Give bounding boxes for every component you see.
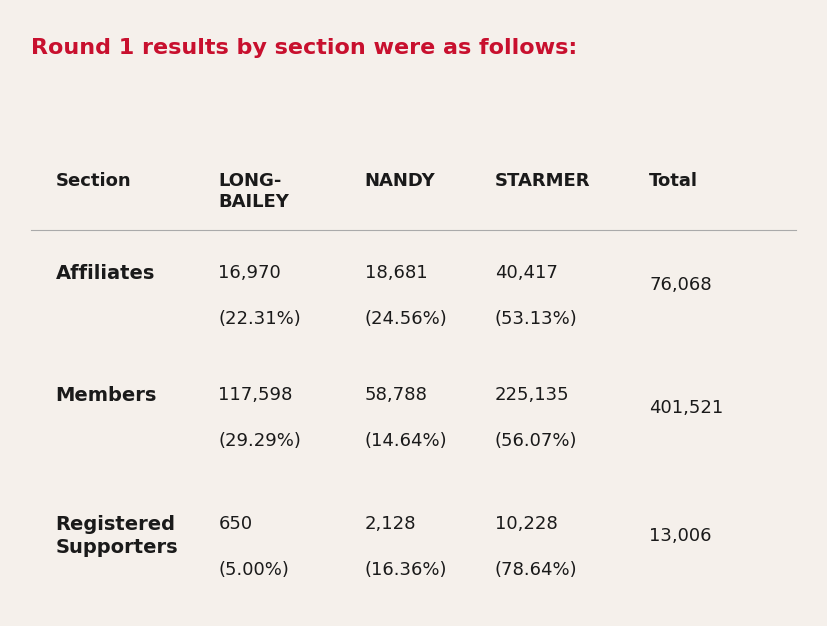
Text: 76,068: 76,068 bbox=[649, 277, 712, 294]
Text: (56.07%): (56.07%) bbox=[495, 433, 577, 450]
Text: (53.13%): (53.13%) bbox=[495, 310, 577, 328]
Text: 58,788: 58,788 bbox=[365, 386, 428, 404]
Text: (14.64%): (14.64%) bbox=[365, 433, 447, 450]
Text: Registered
Supporters: Registered Supporters bbox=[55, 515, 179, 558]
Text: (5.00%): (5.00%) bbox=[218, 561, 289, 579]
Text: Total: Total bbox=[649, 172, 698, 190]
Text: Round 1 results by section were as follows:: Round 1 results by section were as follo… bbox=[31, 38, 577, 58]
Text: 40,417: 40,417 bbox=[495, 264, 557, 282]
Text: 225,135: 225,135 bbox=[495, 386, 570, 404]
Text: (22.31%): (22.31%) bbox=[218, 310, 301, 328]
Text: LONG-
BAILEY: LONG- BAILEY bbox=[218, 172, 289, 211]
Text: NANDY: NANDY bbox=[365, 172, 436, 190]
Text: 650: 650 bbox=[218, 515, 252, 533]
Text: Members: Members bbox=[55, 386, 157, 406]
Text: 13,006: 13,006 bbox=[649, 528, 712, 545]
Text: 16,970: 16,970 bbox=[218, 264, 281, 282]
Text: 10,228: 10,228 bbox=[495, 515, 557, 533]
Text: STARMER: STARMER bbox=[495, 172, 590, 190]
Text: 2,128: 2,128 bbox=[365, 515, 416, 533]
Text: Section: Section bbox=[55, 172, 131, 190]
Text: (16.36%): (16.36%) bbox=[365, 561, 447, 579]
Text: 401,521: 401,521 bbox=[649, 399, 724, 417]
Text: (29.29%): (29.29%) bbox=[218, 433, 301, 450]
Text: 117,598: 117,598 bbox=[218, 386, 293, 404]
Text: (24.56%): (24.56%) bbox=[365, 310, 447, 328]
Text: Affiliates: Affiliates bbox=[55, 264, 155, 283]
Text: 18,681: 18,681 bbox=[365, 264, 428, 282]
Text: (78.64%): (78.64%) bbox=[495, 561, 577, 579]
